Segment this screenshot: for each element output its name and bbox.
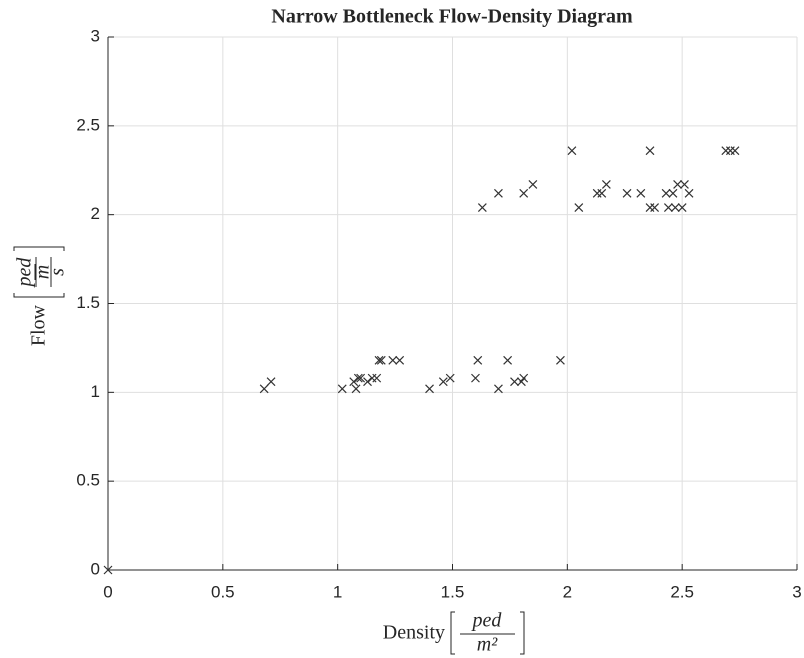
y-tick-label: 1 xyxy=(91,382,100,401)
point xyxy=(473,355,483,365)
point xyxy=(353,373,363,383)
point xyxy=(266,377,276,387)
x-tick-label: 2 xyxy=(563,582,572,601)
point xyxy=(661,188,671,198)
x-unit-num: ped xyxy=(471,610,503,632)
bracket xyxy=(13,246,65,298)
bracket xyxy=(450,611,525,655)
x-tick-label: 0.5 xyxy=(211,582,235,601)
y-tick-label: 2.5 xyxy=(76,115,100,134)
point xyxy=(663,203,673,212)
point xyxy=(650,203,660,212)
point xyxy=(636,188,646,198)
y-axis-label: Flow ped m s xyxy=(13,246,69,346)
point xyxy=(528,180,538,189)
point xyxy=(494,384,503,394)
point xyxy=(471,373,480,383)
point xyxy=(519,188,529,198)
point xyxy=(680,180,689,189)
point xyxy=(668,188,678,198)
point xyxy=(445,373,455,383)
point xyxy=(477,203,487,212)
point xyxy=(684,188,694,198)
x-unit-den: m² xyxy=(477,634,498,656)
y-tick-label: 0 xyxy=(91,559,100,578)
point xyxy=(670,203,680,212)
y-tick-label: 2 xyxy=(91,204,100,223)
point xyxy=(622,188,632,198)
point xyxy=(438,377,448,387)
point xyxy=(356,373,366,383)
point xyxy=(574,203,584,212)
point xyxy=(363,377,372,387)
y-unit-num: ped xyxy=(14,257,36,289)
x-tick-label: 3 xyxy=(792,582,801,601)
point xyxy=(372,373,382,383)
chart-title: Narrow Bottleneck Flow-Density Diagram xyxy=(271,6,633,28)
point xyxy=(556,355,565,365)
point xyxy=(259,384,269,394)
point xyxy=(337,384,347,394)
y-tick-label: 3 xyxy=(91,26,100,45)
x-axis-label: Density ped m² xyxy=(383,610,525,656)
point xyxy=(503,355,513,365)
point xyxy=(510,377,519,387)
point xyxy=(494,188,503,198)
point xyxy=(645,146,655,156)
point xyxy=(376,355,386,365)
point xyxy=(103,565,113,575)
point xyxy=(351,384,361,394)
point xyxy=(388,355,398,365)
y-unit-den: s xyxy=(47,268,69,276)
point xyxy=(349,377,359,387)
x-tick-label: 0 xyxy=(103,582,112,601)
point xyxy=(519,373,529,383)
y-unit-mid: m xyxy=(32,265,54,279)
y-tick-label: 0.5 xyxy=(76,471,100,490)
x-tick-label: 1 xyxy=(333,582,342,601)
x-tick-label: 1.5 xyxy=(441,582,465,601)
point xyxy=(395,355,405,365)
point xyxy=(673,180,682,189)
point xyxy=(677,203,687,212)
point xyxy=(374,355,384,365)
point xyxy=(730,146,740,156)
point xyxy=(567,146,577,156)
point xyxy=(425,384,434,394)
point xyxy=(601,180,611,189)
x-tick-label: 2.5 xyxy=(670,582,694,601)
point xyxy=(597,188,607,198)
x-label: Density xyxy=(383,622,445,644)
y-tick-label: 1.5 xyxy=(76,293,100,312)
y-label: Flow xyxy=(28,304,50,346)
